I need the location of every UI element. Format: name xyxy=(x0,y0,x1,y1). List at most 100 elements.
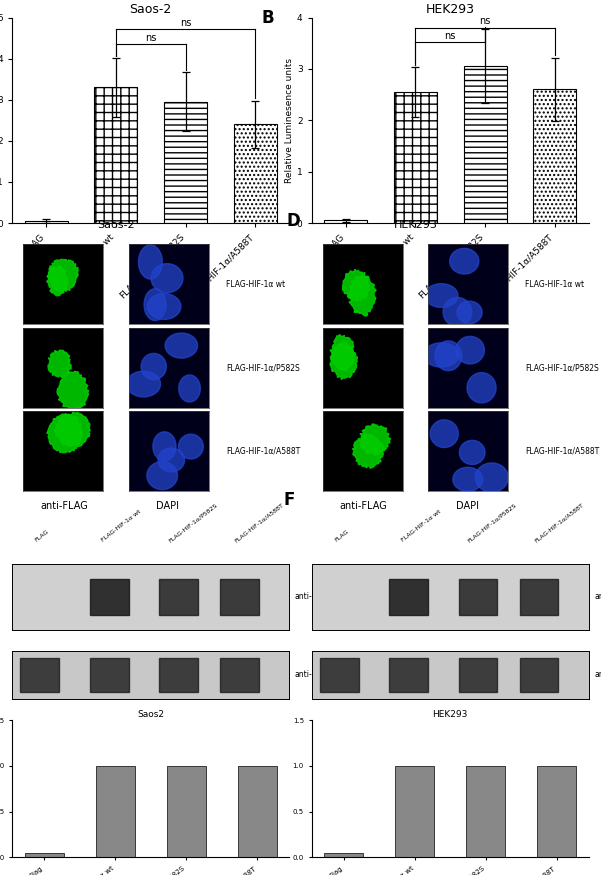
Bar xyxy=(220,658,259,691)
Polygon shape xyxy=(47,266,69,296)
Polygon shape xyxy=(147,462,177,490)
Title: HEK293: HEK293 xyxy=(433,710,468,719)
Bar xyxy=(159,658,198,691)
Text: anti-HIF-1α: anti-HIF-1α xyxy=(295,592,338,601)
Text: FLAG-HIF-1α/P582S: FLAG-HIF-1α/P582S xyxy=(167,502,218,543)
Polygon shape xyxy=(178,434,203,459)
Text: anti-tubulin: anti-tubulin xyxy=(295,670,340,679)
Title: HEK293: HEK293 xyxy=(426,4,475,17)
Title: Saos2: Saos2 xyxy=(137,710,164,719)
Bar xyxy=(324,853,363,858)
Bar xyxy=(166,766,206,858)
Bar xyxy=(463,66,507,223)
Text: anti-FLAG: anti-FLAG xyxy=(40,500,88,511)
Polygon shape xyxy=(138,245,162,279)
Polygon shape xyxy=(144,289,166,320)
Bar xyxy=(20,658,59,691)
Polygon shape xyxy=(435,341,462,371)
Polygon shape xyxy=(457,301,482,324)
Text: FLAG: FLAG xyxy=(34,529,50,543)
Bar xyxy=(90,579,129,615)
Polygon shape xyxy=(330,343,358,380)
Text: FLAG-HIF-1α wt: FLAG-HIF-1α wt xyxy=(525,280,585,289)
Bar xyxy=(533,89,576,223)
Polygon shape xyxy=(425,284,458,307)
Bar xyxy=(459,579,498,615)
Y-axis label: Relative Luminesence units: Relative Luminesence units xyxy=(285,58,294,183)
Text: ns: ns xyxy=(180,18,191,28)
Text: B: B xyxy=(261,10,274,27)
Bar xyxy=(320,658,359,691)
Bar xyxy=(394,92,437,223)
Bar xyxy=(537,766,576,858)
Polygon shape xyxy=(443,298,472,326)
Text: FLAG-HIF-1α/P582S: FLAG-HIF-1α/P582S xyxy=(467,502,517,543)
Polygon shape xyxy=(456,336,484,364)
Bar xyxy=(25,221,68,223)
Text: FLAG-HIF-1α wt: FLAG-HIF-1α wt xyxy=(226,280,285,289)
Polygon shape xyxy=(453,467,483,492)
Text: anti-tubulin: anti-tubulin xyxy=(594,670,601,679)
Text: FLAG-HIF-1α wt: FLAG-HIF-1α wt xyxy=(400,509,442,543)
Bar xyxy=(90,658,129,691)
Bar xyxy=(389,658,428,691)
Bar xyxy=(459,658,498,691)
Text: FLAG-HIF-1α/P582S: FLAG-HIF-1α/P582S xyxy=(226,363,299,372)
Text: anti-HIF-1α: anti-HIF-1α xyxy=(594,592,601,601)
Bar xyxy=(96,766,135,858)
Text: ns: ns xyxy=(480,17,491,26)
Polygon shape xyxy=(158,448,185,472)
Text: FLAG-HIF-1α/A588T: FLAG-HIF-1α/A588T xyxy=(534,501,585,543)
Polygon shape xyxy=(424,343,459,368)
Bar xyxy=(220,579,259,615)
Polygon shape xyxy=(348,276,376,316)
Bar xyxy=(238,766,277,858)
Text: HEK293: HEK293 xyxy=(394,220,438,229)
Bar xyxy=(324,220,367,223)
Text: D: D xyxy=(287,212,300,229)
Polygon shape xyxy=(126,371,160,397)
Polygon shape xyxy=(359,424,391,455)
Polygon shape xyxy=(178,375,200,402)
Polygon shape xyxy=(430,420,459,447)
Title: Saos-2: Saos-2 xyxy=(130,4,172,17)
Text: FLAG-HIF-1α/A588T: FLAG-HIF-1α/A588T xyxy=(226,446,300,455)
Polygon shape xyxy=(450,248,479,274)
Bar xyxy=(389,579,428,615)
Polygon shape xyxy=(47,414,82,452)
Bar xyxy=(94,88,138,223)
Text: FLAG-HIF-1α/P582S: FLAG-HIF-1α/P582S xyxy=(525,363,599,372)
Polygon shape xyxy=(57,371,88,410)
Polygon shape xyxy=(55,412,90,446)
Polygon shape xyxy=(353,434,385,468)
Text: DAPI: DAPI xyxy=(456,500,479,511)
Polygon shape xyxy=(475,463,508,492)
Bar xyxy=(466,766,505,858)
Polygon shape xyxy=(343,270,370,302)
Polygon shape xyxy=(467,373,496,402)
Polygon shape xyxy=(330,334,354,372)
Text: anti-FLAG: anti-FLAG xyxy=(340,500,388,511)
Text: Saos-2: Saos-2 xyxy=(97,220,135,229)
Text: DAPI: DAPI xyxy=(156,500,179,511)
Bar xyxy=(395,766,435,858)
Bar xyxy=(25,853,64,858)
Text: ns: ns xyxy=(445,31,456,40)
Bar xyxy=(520,579,558,615)
Text: FLAG-HIF-1α wt: FLAG-HIF-1α wt xyxy=(101,509,142,543)
Text: F: F xyxy=(284,491,295,508)
Polygon shape xyxy=(47,259,78,292)
Polygon shape xyxy=(147,293,181,319)
Polygon shape xyxy=(48,350,71,377)
Bar xyxy=(234,124,277,223)
Polygon shape xyxy=(459,440,485,465)
Text: FLAG-HIF-1α/A588T: FLAG-HIF-1α/A588T xyxy=(234,501,285,543)
Polygon shape xyxy=(141,354,166,380)
Text: ns: ns xyxy=(145,33,156,43)
Text: FLAG: FLAG xyxy=(334,529,350,543)
Polygon shape xyxy=(165,333,198,358)
Polygon shape xyxy=(153,432,176,461)
Bar xyxy=(159,579,198,615)
Bar xyxy=(520,658,558,691)
Polygon shape xyxy=(151,263,183,292)
